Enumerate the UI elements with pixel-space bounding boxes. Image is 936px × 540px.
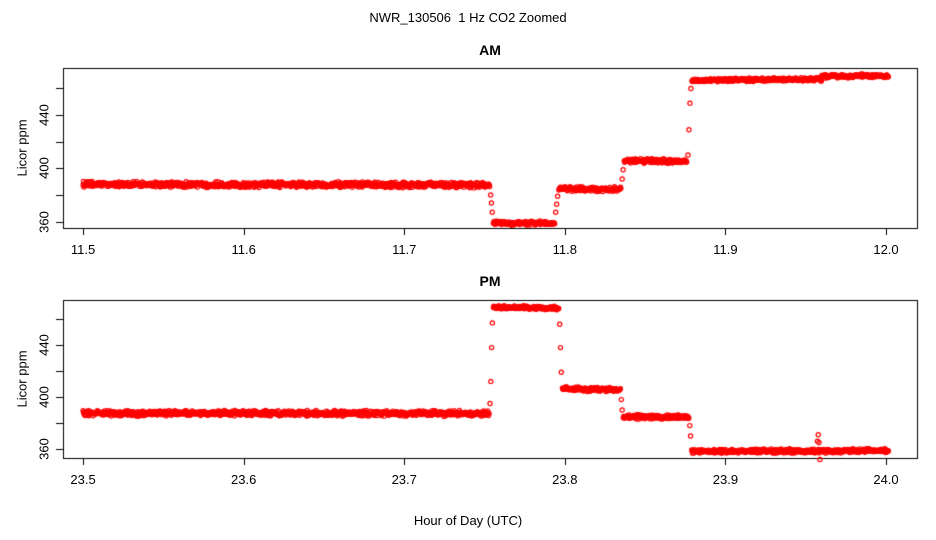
y-axis-title-pm: Licor ppm bbox=[14, 350, 30, 408]
y-tick-label-PM-360: 360 bbox=[36, 438, 52, 460]
x-axis-title: Hour of Day (UTC) bbox=[413, 513, 523, 528]
x-tick-label-PM-23.7: 23.7 bbox=[391, 472, 417, 487]
y-tick-label-AM-360: 360 bbox=[36, 210, 52, 233]
x-tick-label-PM-24.0: 24.0 bbox=[873, 472, 899, 487]
x-tick-label-PM-23.6: 23.6 bbox=[231, 472, 257, 487]
x-tick-label-PM-23.5: 23.5 bbox=[70, 472, 96, 487]
main-title: NWR_130506 1 Hz CO2 Zoomed bbox=[369, 10, 567, 25]
x-tick-label-AM-11.5: 11.5 bbox=[70, 242, 96, 257]
y-axis-title-am: Licor ppm bbox=[14, 119, 30, 177]
x-tick-label-AM-12.0: 12.0 bbox=[873, 242, 899, 257]
panel-title-am: AM bbox=[479, 42, 501, 58]
x-tick-label-AM-11.8: 11.8 bbox=[552, 242, 577, 257]
y-tick-label-PM-400: 400 bbox=[36, 386, 52, 408]
x-tick-label-AM-11.7: 11.7 bbox=[392, 242, 417, 257]
x-tick-label-PM-23.8: 23.8 bbox=[552, 472, 578, 487]
y-tick-label-AM-400: 400 bbox=[36, 157, 52, 180]
panel-title-pm: PM bbox=[479, 273, 501, 289]
x-tick-label-PM-23.9: 23.9 bbox=[712, 472, 739, 487]
x-tick-label-AM-11.6: 11.6 bbox=[231, 242, 256, 257]
y-tick-label-PM-440: 440 bbox=[36, 334, 52, 356]
x-tick-label-AM-11.9: 11.9 bbox=[713, 242, 738, 257]
y-tick-label-AM-440: 440 bbox=[36, 104, 52, 126]
